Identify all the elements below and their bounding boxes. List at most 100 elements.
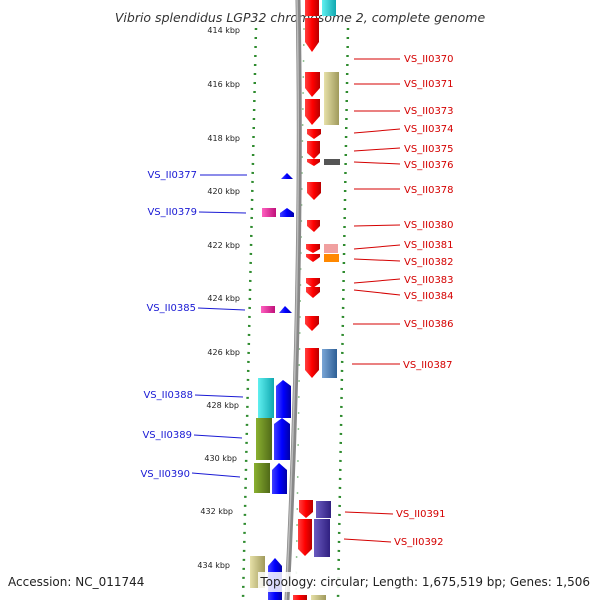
kbp-label: 432 kbp bbox=[200, 507, 233, 516]
kbp-ruler: 414 kbp 416 kbp 418 kbp 420 kbp 422 kbp … bbox=[197, 26, 240, 570]
right-labels: VS_II0370 VS_II0371 VS_II0373 VS_II0374 … bbox=[394, 54, 454, 548]
leader-line bbox=[194, 394, 244, 398]
gene-arrow[interactable] bbox=[305, 316, 319, 331]
chromosome-backbone bbox=[284, 0, 302, 600]
leader-line bbox=[353, 224, 401, 227]
gene-label[interactable]: VS_II0387 bbox=[403, 360, 453, 371]
gene-block[interactable] bbox=[258, 378, 274, 418]
gene-label[interactable]: VS_II0381 bbox=[404, 240, 454, 251]
gene-arrow[interactable] bbox=[298, 519, 312, 556]
gene-label[interactable]: VS_II0391 bbox=[396, 509, 446, 520]
right-leaders bbox=[343, 58, 401, 543]
gene-arrow[interactable] bbox=[305, 348, 319, 378]
leader-line bbox=[353, 289, 401, 296]
gene-arrow[interactable] bbox=[279, 306, 292, 313]
gene-block[interactable] bbox=[254, 463, 270, 493]
chromosome-backbone-highlight bbox=[285, 0, 300, 600]
gene-label[interactable]: VS_II0392 bbox=[394, 537, 444, 548]
leader-line bbox=[191, 472, 241, 478]
gene-label[interactable]: VS_II0390 bbox=[140, 469, 190, 480]
gene-block[interactable] bbox=[324, 159, 340, 165]
kbp-label: 414 kbp bbox=[207, 26, 240, 35]
gene-label[interactable]: VS_II0383 bbox=[404, 275, 454, 286]
gene-block[interactable] bbox=[261, 306, 275, 313]
gene-label[interactable]: VS_II0389 bbox=[142, 430, 192, 441]
gene-block[interactable] bbox=[256, 418, 272, 460]
gene-label[interactable]: VS_II0388 bbox=[143, 390, 193, 401]
gene-arrow[interactable] bbox=[306, 244, 320, 253]
leader-line bbox=[353, 161, 401, 165]
leader-line bbox=[198, 211, 247, 214]
gene-block[interactable] bbox=[324, 72, 339, 125]
kbp-label: 434 kbp bbox=[197, 561, 230, 570]
gene-arrow[interactable] bbox=[281, 173, 293, 179]
leader-line bbox=[343, 538, 392, 543]
gene-arrow[interactable] bbox=[307, 159, 320, 166]
gene-arrow[interactable] bbox=[280, 208, 294, 217]
leader-line bbox=[353, 258, 401, 262]
gene-arrow[interactable] bbox=[305, 72, 320, 97]
gene-block[interactable] bbox=[262, 208, 276, 217]
footer-topology: Topology: circular; Length: 1,675,519 bp… bbox=[259, 575, 590, 589]
gene-label[interactable]: VS_II0375 bbox=[404, 144, 454, 155]
gene-label[interactable]: VS_II0382 bbox=[404, 257, 454, 268]
kbp-label: 428 kbp bbox=[206, 401, 239, 410]
gene-block[interactable] bbox=[305, 0, 319, 16]
gene-arrow[interactable] bbox=[307, 129, 321, 139]
gene-block[interactable] bbox=[314, 519, 330, 557]
footer-topology-bg bbox=[258, 572, 600, 592]
gene-arrow[interactable] bbox=[299, 500, 313, 518]
gene-block[interactable] bbox=[311, 595, 326, 600]
gene-arrow[interactable] bbox=[306, 278, 320, 288]
gene-label[interactable]: VS_II0380 bbox=[404, 220, 454, 231]
gene-label[interactable]: VS_II0384 bbox=[404, 291, 454, 302]
gene-label[interactable]: VS_II0373 bbox=[404, 106, 454, 117]
gene-label[interactable]: VS_II0371 bbox=[404, 79, 454, 90]
gene-block[interactable] bbox=[316, 501, 331, 518]
reverse-genes bbox=[250, 173, 294, 600]
left-leaders bbox=[191, 174, 247, 478]
kbp-label: 424 kbp bbox=[207, 294, 240, 303]
forward-genes bbox=[293, 0, 340, 600]
leader-line bbox=[344, 511, 394, 515]
leader-line bbox=[197, 307, 246, 311]
gene-arrow[interactable] bbox=[306, 254, 320, 262]
gene-label[interactable]: VS_II0386 bbox=[404, 319, 454, 330]
gene-label[interactable]: VS_II0374 bbox=[404, 124, 454, 135]
kbp-label: 430 kbp bbox=[204, 454, 237, 463]
gene-arrow[interactable] bbox=[307, 141, 320, 159]
gene-arrow[interactable] bbox=[305, 18, 319, 52]
gene-arrow[interactable] bbox=[306, 287, 320, 298]
gene-arrow[interactable] bbox=[307, 182, 321, 200]
kbp-label: 418 kbp bbox=[207, 134, 240, 143]
gene-arrow[interactable] bbox=[272, 463, 287, 494]
gene-arrow[interactable] bbox=[307, 220, 320, 232]
gene-block[interactable] bbox=[324, 254, 339, 262]
gene-label[interactable]: VS_II0378 bbox=[404, 185, 454, 196]
gene-arrow[interactable] bbox=[276, 380, 291, 418]
leader-line bbox=[353, 244, 401, 250]
gene-label[interactable]: VS_II0370 bbox=[404, 54, 454, 65]
leader-line bbox=[353, 128, 401, 134]
kbp-label: 426 kbp bbox=[207, 348, 240, 357]
gene-label[interactable]: VS_II0377 bbox=[147, 170, 197, 181]
gene-label[interactable]: VS_II0379 bbox=[147, 207, 197, 218]
gene-label[interactable]: VS_II0385 bbox=[146, 303, 196, 314]
left-guide-outer bbox=[241, 27, 258, 600]
gene-block[interactable] bbox=[322, 0, 336, 16]
footer-accession: Accession: NC_011744 bbox=[8, 575, 144, 589]
gene-block[interactable] bbox=[324, 244, 338, 253]
gene-arrow[interactable] bbox=[305, 99, 320, 125]
kbp-label: 422 kbp bbox=[207, 241, 240, 250]
gene-arrow[interactable] bbox=[274, 418, 290, 460]
kbp-label: 420 kbp bbox=[207, 187, 240, 196]
gene-block[interactable] bbox=[293, 595, 307, 600]
leader-line bbox=[353, 147, 401, 152]
leader-line bbox=[193, 434, 243, 439]
leader-line bbox=[353, 278, 401, 284]
right-guide-outer bbox=[336, 27, 350, 600]
gene-block[interactable] bbox=[322, 349, 337, 378]
gene-label[interactable]: VS_II0376 bbox=[404, 160, 454, 171]
left-labels: VS_II0377 VS_II0379 VS_II0385 VS_II0388 … bbox=[140, 170, 197, 480]
